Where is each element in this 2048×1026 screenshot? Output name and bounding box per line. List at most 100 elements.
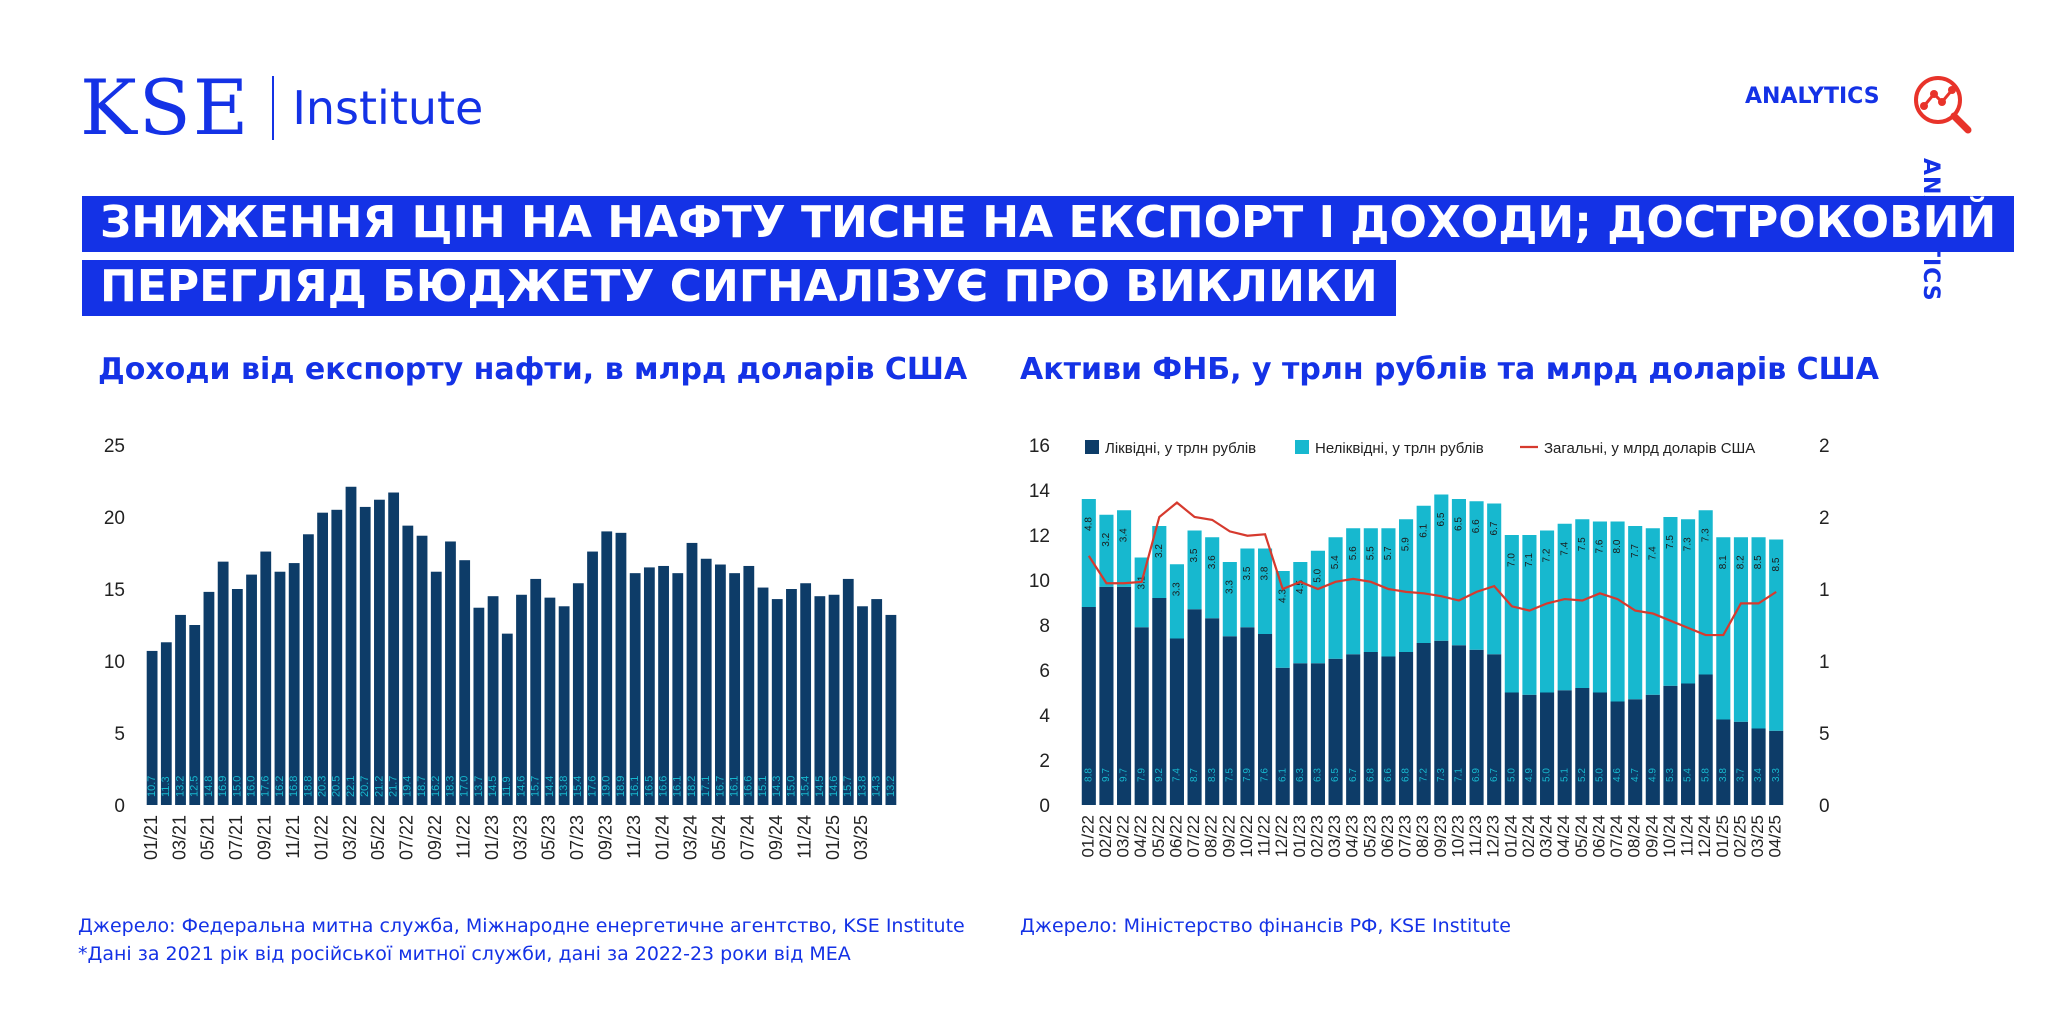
bar-value-label: 18.9 (615, 776, 627, 797)
bar-illiquid (1769, 539, 1784, 731)
liquid-value-label: 5.2 (1577, 768, 1588, 782)
illiquid-value-label: 3.3 (1172, 582, 1183, 596)
bar-liquid (1645, 694, 1660, 805)
bar-illiquid (1663, 517, 1678, 686)
liquid-value-label: 8.8 (1083, 768, 1094, 782)
illiquid-value-label: 8.0 (1612, 539, 1623, 553)
illiquid-value-label: 4.3 (1277, 589, 1288, 603)
x-tick-label: 09/22 (425, 815, 445, 860)
bar (715, 564, 726, 805)
bar (246, 574, 257, 805)
x-tick-label: 06/23 (1378, 815, 1397, 858)
bar-illiquid (1169, 564, 1184, 639)
liquid-value-label: 4.6 (1612, 768, 1623, 782)
illiquid-value-label: 6.7 (1489, 521, 1500, 535)
liquid-value-label: 5.0 (1506, 768, 1517, 782)
bar-value-label: 15.0 (785, 776, 797, 797)
x-tick-label: 02/23 (1307, 815, 1326, 858)
y-tick-label: 15 (104, 580, 125, 601)
x-tick-label: 07/22 (397, 815, 417, 860)
illiquid-value-label: 3.2 (1101, 532, 1112, 546)
bar-value-label: 13.2 (174, 776, 186, 797)
liquid-value-label: 3.8 (1718, 768, 1729, 782)
bar-liquid (1310, 663, 1325, 805)
x-tick-label: 09/24 (766, 815, 786, 860)
bar (160, 642, 172, 805)
illiquid-value-label: 7.2 (1542, 548, 1553, 562)
liquid-value-label: 4.7 (1630, 768, 1641, 782)
illiquid-value-label: 3.3 (1224, 580, 1235, 594)
bar (374, 499, 385, 805)
bar-value-label: 15.7 (842, 776, 854, 797)
bar-value-label: 17.6 (586, 776, 598, 797)
liquid-value-label: 7.1 (1454, 768, 1465, 782)
y-tick-label-left: 8 (1039, 616, 1050, 637)
bar-illiquid (1310, 550, 1325, 664)
bar (175, 614, 186, 805)
bar-value-label: 13.7 (473, 776, 485, 797)
bar (317, 512, 328, 805)
bar-illiquid (1628, 526, 1643, 700)
x-tick-label: 09/24 (1642, 815, 1661, 858)
y-tick-label-left: 14 (1029, 481, 1051, 502)
bar-illiquid (1258, 548, 1273, 634)
liquid-value-label: 5.4 (1683, 768, 1694, 782)
bar-value-label: 19.4 (402, 776, 414, 797)
bar-value-label: 15.1 (757, 776, 769, 797)
logo-institute-text: Institute (292, 81, 484, 135)
bar-liquid (1222, 636, 1237, 805)
bar-illiquid (1681, 519, 1696, 684)
bar-value-label: 16.7 (714, 776, 726, 797)
bar-liquid (1434, 640, 1449, 805)
bar-value-label: 16.8 (288, 776, 300, 797)
kse-institute-logo: KSE Institute (80, 70, 483, 146)
bar-value-label: 16.9 (217, 776, 229, 797)
x-tick-label: 08/24 (1625, 815, 1644, 858)
x-tick-label: 02/25 (1730, 815, 1749, 858)
bar-liquid (1169, 638, 1184, 805)
illiquid-value-label: 3.6 (1207, 555, 1218, 569)
bar-liquid (1769, 730, 1784, 805)
bar-liquid (1240, 627, 1255, 805)
bar (189, 625, 201, 805)
bar (288, 563, 300, 805)
y-tick-label-left: 6 (1039, 661, 1050, 682)
liquid-value-label: 5.0 (1542, 768, 1553, 782)
y-tick-label-left: 0 (1039, 796, 1050, 817)
illiquid-value-label: 6.6 (1471, 519, 1482, 533)
x-tick-label: 05/22 (1149, 815, 1168, 858)
liquid-value-label: 3.7 (1736, 768, 1747, 782)
liquid-value-label: 5.8 (1700, 768, 1711, 782)
bar (828, 594, 840, 805)
x-tick-label: 03/24 (681, 815, 701, 860)
bar-value-label: 14.4 (544, 776, 556, 797)
bar (331, 509, 343, 805)
bar-value-label: 14.5 (487, 776, 499, 797)
bar-liquid (1469, 649, 1484, 805)
illiquid-value-label: 7.0 (1506, 553, 1517, 567)
bar (345, 486, 357, 805)
bar-illiquid (1363, 528, 1378, 652)
illiquid-value-label: 7.6 (1595, 539, 1606, 553)
liquid-value-label: 8.7 (1189, 768, 1200, 782)
illiquid-value-label: 8.2 (1736, 555, 1747, 569)
bar-liquid (1416, 643, 1431, 805)
bar (473, 607, 485, 805)
x-tick-label: 11/22 (1255, 815, 1274, 856)
x-tick-label: 02/22 (1096, 815, 1115, 858)
liquid-value-label: 7.9 (1136, 768, 1147, 782)
bar-illiquid (1117, 510, 1132, 587)
bar-illiquid (1645, 528, 1660, 695)
liquid-value-label: 4.9 (1647, 768, 1658, 782)
bar-value-label: 14.5 (814, 776, 826, 797)
x-tick-label: 03/24 (1537, 815, 1556, 858)
bar (445, 541, 456, 805)
illiquid-value-label: 3.5 (1242, 566, 1253, 580)
bar-illiquid (1733, 537, 1748, 722)
bar-liquid (1451, 645, 1466, 805)
y-tick-label-right: 100 (1819, 652, 1830, 673)
bar-liquid (1117, 586, 1132, 805)
x-tick-label: 01/24 (1501, 815, 1520, 858)
bar (601, 531, 613, 805)
x-tick-label: 04/25 (1766, 815, 1785, 858)
